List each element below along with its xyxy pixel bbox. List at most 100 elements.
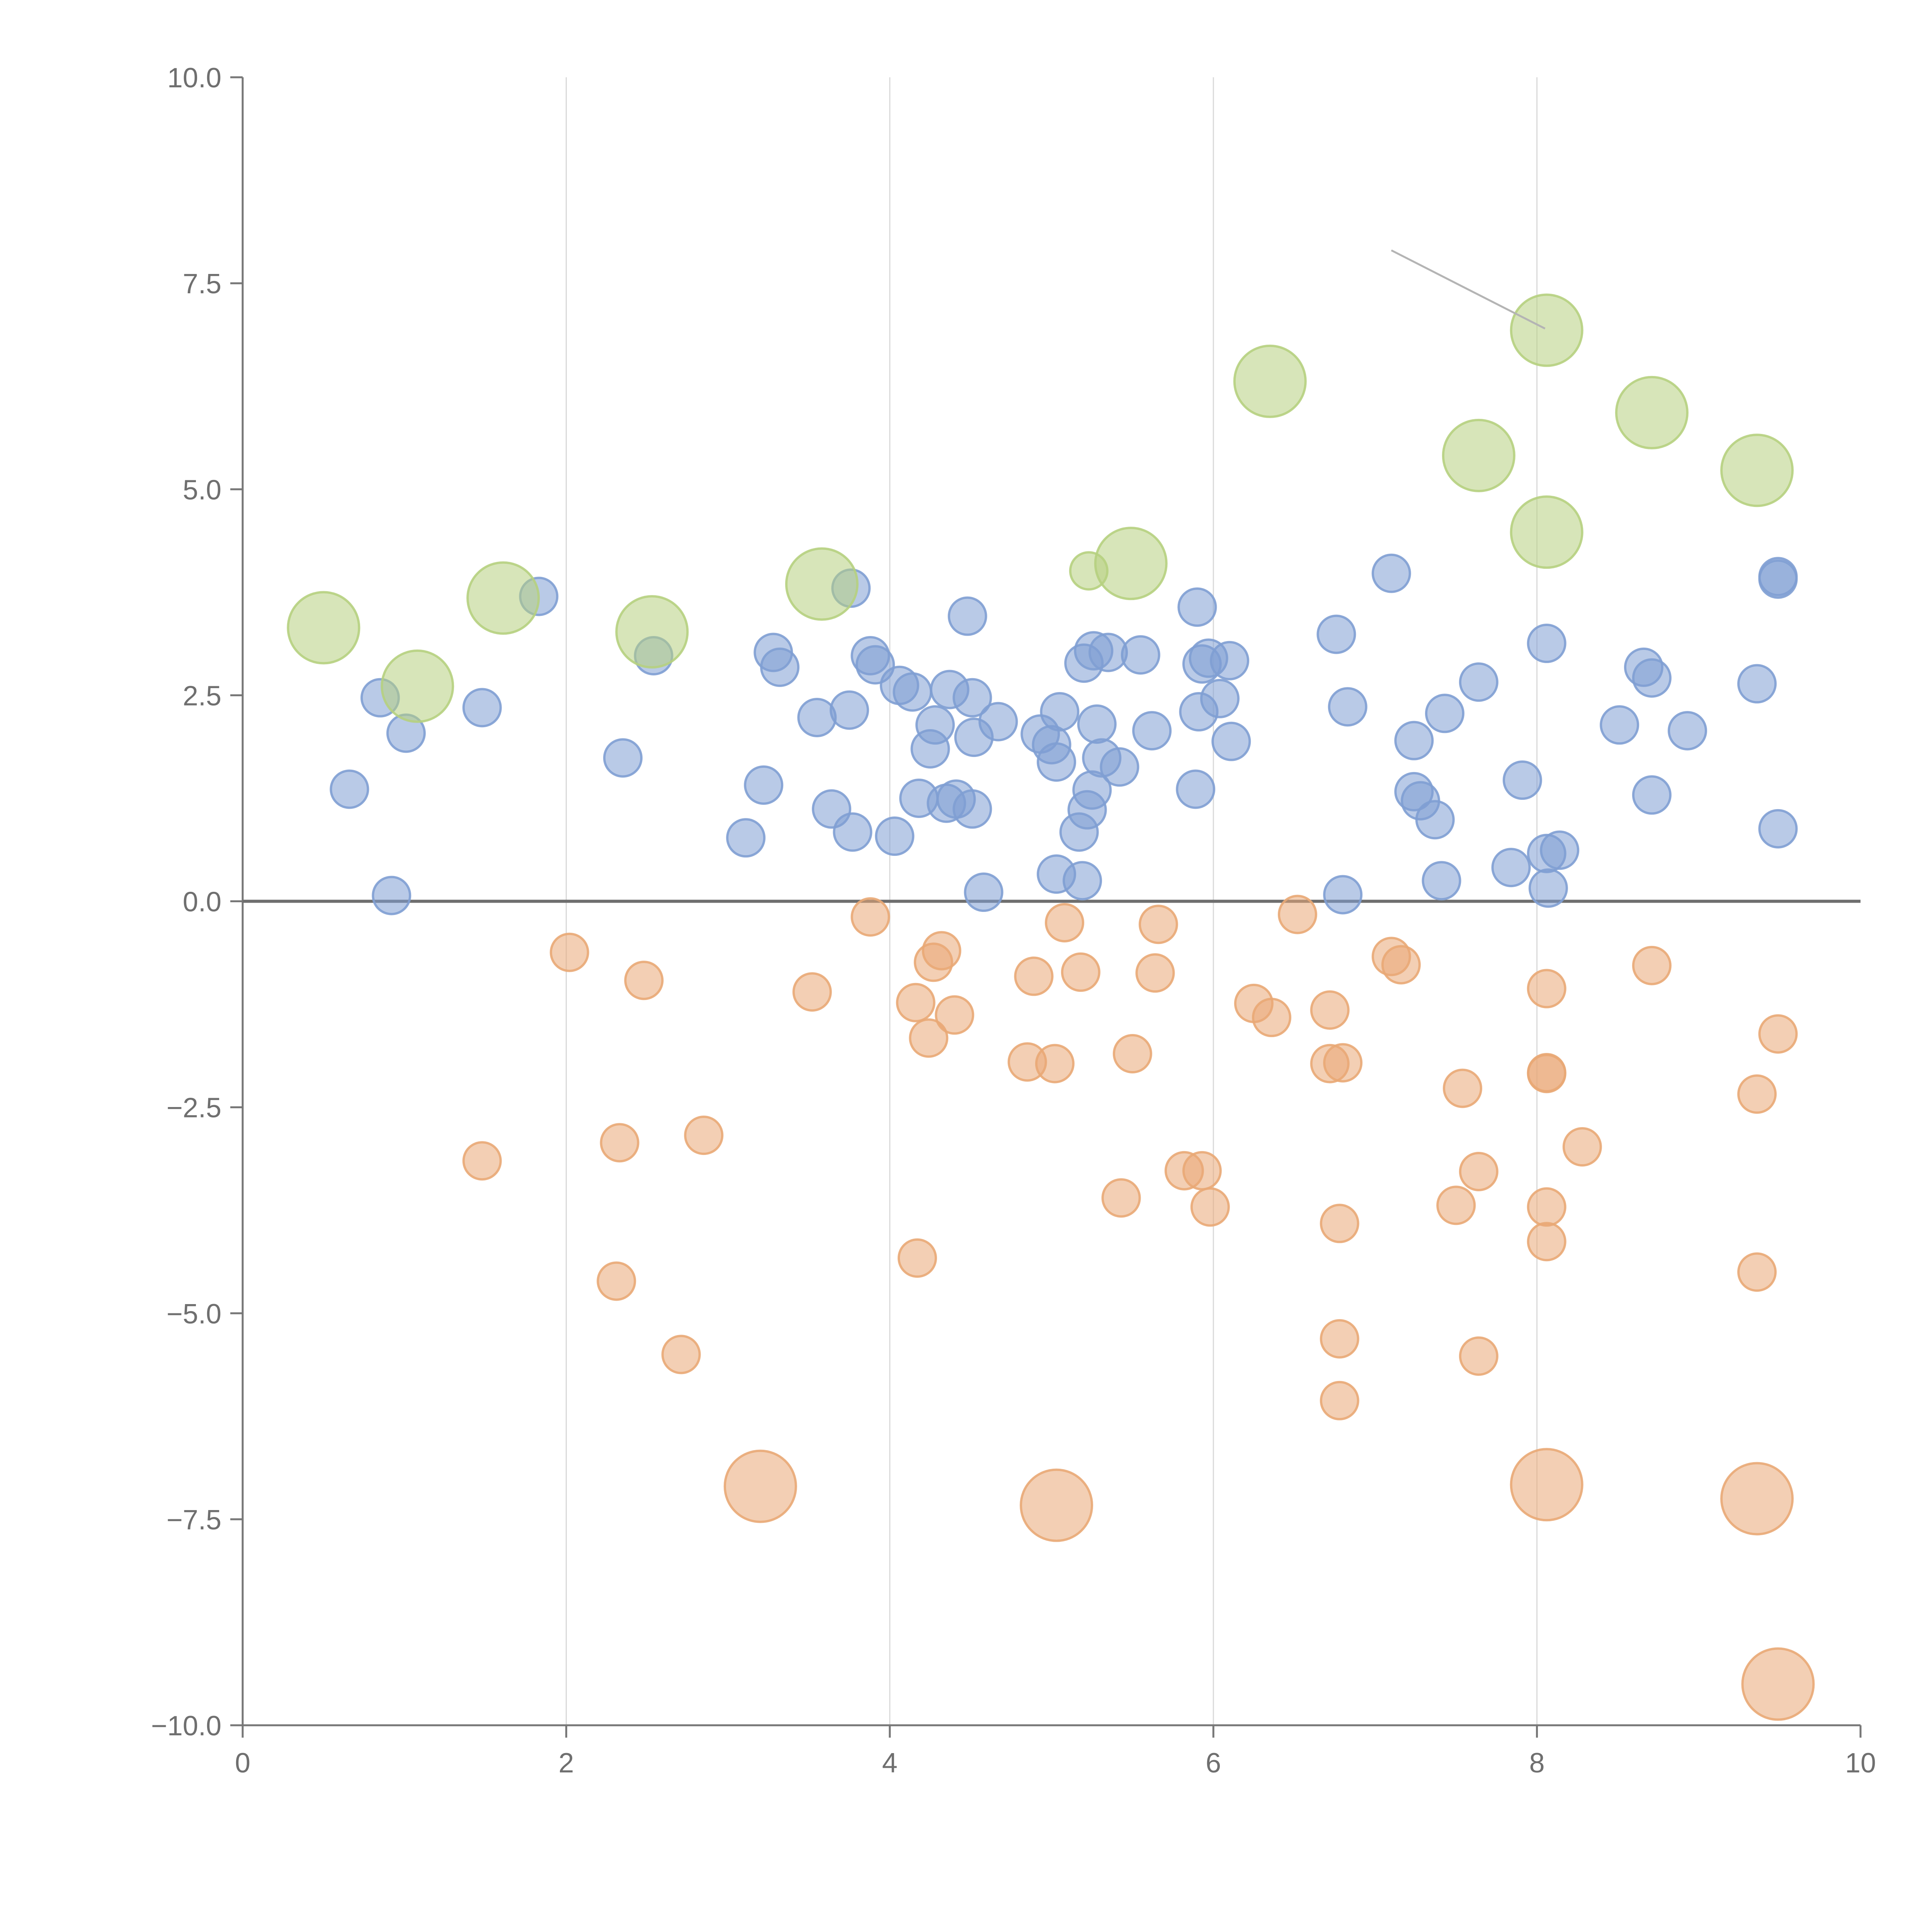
green-point-7 [1442, 418, 1515, 492]
orange-point-5 [661, 1335, 701, 1374]
y-tick-label-4: 0.0 [183, 887, 221, 918]
y-tick-label-2: −5.0 [167, 1299, 221, 1330]
blue-point-59 [1316, 614, 1356, 654]
points-layer [287, 293, 1815, 1721]
blue-point-36 [1037, 742, 1077, 782]
blue-point-58 [1211, 721, 1251, 761]
blue-point-29 [952, 678, 992, 718]
green-point-9 [1510, 495, 1583, 569]
orange-large-point-3 [1720, 1462, 1794, 1536]
blue-point-68 [1425, 694, 1464, 733]
orange-large-point-4 [1741, 1647, 1815, 1721]
blue-point-12 [797, 697, 837, 737]
green-point-2 [466, 561, 540, 635]
orange-point-11 [909, 1018, 949, 1058]
blue-point-45 [1077, 704, 1117, 744]
y-tick-label-1: −7.5 [167, 1505, 221, 1536]
orange-point-7 [792, 972, 832, 1012]
orange-point-1 [549, 932, 589, 972]
blue-point-72 [1527, 624, 1566, 663]
blue-point-63 [1394, 721, 1434, 760]
y-tick-label-5: 2.5 [183, 680, 221, 711]
green-point-3 [615, 595, 689, 669]
x-tick-label-0: 0 [235, 1748, 250, 1779]
blue-point-84 [1758, 809, 1798, 849]
x-tick-label-1: 2 [558, 1748, 574, 1779]
orange-point-21 [1112, 1034, 1152, 1074]
green-point-1 [381, 649, 454, 723]
y-tick-label-8: 10.0 [167, 63, 221, 94]
axes-layer: 0 2 4 6 8 10 −10.0 −7.5 −5.0 −2.5 0.0 2.5 5.0 7.5 10.0 [151, 63, 1876, 1779]
blue-point-81 [1737, 664, 1777, 704]
annotation-layer [1391, 249, 1546, 330]
orange-large-point-2 [1510, 1448, 1583, 1522]
y-tick-label-0: −10.0 [151, 1711, 221, 1742]
green-point-4 [785, 547, 859, 621]
y-tick-label-7: 7.5 [183, 269, 221, 299]
callout-leader-line [1391, 249, 1546, 330]
blue-point-4 [462, 688, 502, 728]
orange-point-37 [1381, 945, 1421, 985]
x-tick-label-3: 6 [1206, 1748, 1221, 1779]
blue-point-66 [1415, 800, 1455, 840]
blue-point-40 [1063, 861, 1102, 901]
blue-point-76 [1600, 705, 1639, 745]
green-point-11 [1720, 434, 1794, 507]
blue-point-80 [1667, 711, 1707, 751]
blue-point-71 [1502, 760, 1542, 800]
green-point-10 [1615, 376, 1689, 449]
blue-point-8 [726, 818, 766, 858]
orange-point-28 [1252, 998, 1291, 1037]
orange-point-40 [1459, 1151, 1498, 1191]
orange-point-51 [1758, 1014, 1798, 1054]
blue-point-24 [915, 705, 955, 745]
orange-point-38 [1436, 1185, 1476, 1225]
blue-point-56 [1200, 679, 1240, 718]
blue-point-14 [830, 690, 869, 730]
orange-point-25 [1182, 1151, 1222, 1190]
orange-point-17 [1035, 1044, 1075, 1083]
blue-point-50 [1132, 711, 1172, 751]
blue-point-6 [603, 738, 643, 778]
blue-point-32 [964, 872, 1003, 912]
orange-point-0 [462, 1141, 502, 1181]
green-point-0 [287, 591, 361, 665]
orange-point-16 [1014, 956, 1054, 996]
orange-point-26 [1190, 1187, 1230, 1227]
x-tick-label-4: 8 [1529, 1748, 1545, 1779]
orange-point-49 [1737, 1074, 1777, 1114]
orange-point-46 [1527, 1222, 1566, 1262]
orange-point-14 [935, 995, 975, 1035]
blue-point-60 [1323, 875, 1363, 915]
orange-point-41 [1459, 1336, 1498, 1376]
blue-point-30 [952, 789, 992, 829]
blue-point-78 [1632, 658, 1672, 698]
orange-point-3 [600, 1123, 639, 1163]
orange-point-44 [1527, 1054, 1566, 1094]
x-tick-label-5: 10 [1845, 1748, 1876, 1779]
orange-large-point-1 [1020, 1468, 1094, 1542]
blue-point-33 [978, 702, 1018, 742]
orange-point-48 [1632, 946, 1672, 985]
green-point-8 [1510, 293, 1583, 367]
blue-point-57 [1210, 641, 1250, 680]
orange-point-23 [1138, 905, 1178, 944]
blue-point-0 [330, 769, 369, 809]
blue-point-16 [833, 812, 872, 852]
orange-point-50 [1737, 1252, 1777, 1292]
blue-point-38 [1040, 692, 1080, 732]
orange-point-47 [1562, 1127, 1602, 1167]
blue-point-9 [744, 765, 784, 805]
green-point-6 [1233, 344, 1307, 418]
orange-point-4 [624, 961, 664, 1000]
orange-point-33 [1320, 1319, 1359, 1359]
orange-point-20 [1101, 1178, 1141, 1218]
green-small-point-0 [1069, 551, 1109, 591]
blue-point-11 [760, 647, 800, 687]
x-tick-label-2: 4 [882, 1748, 898, 1779]
orange-point-31 [1310, 990, 1350, 1030]
blue-point-48 [1100, 747, 1139, 787]
blue-point-49 [1121, 635, 1160, 675]
orange-point-8 [850, 897, 890, 937]
